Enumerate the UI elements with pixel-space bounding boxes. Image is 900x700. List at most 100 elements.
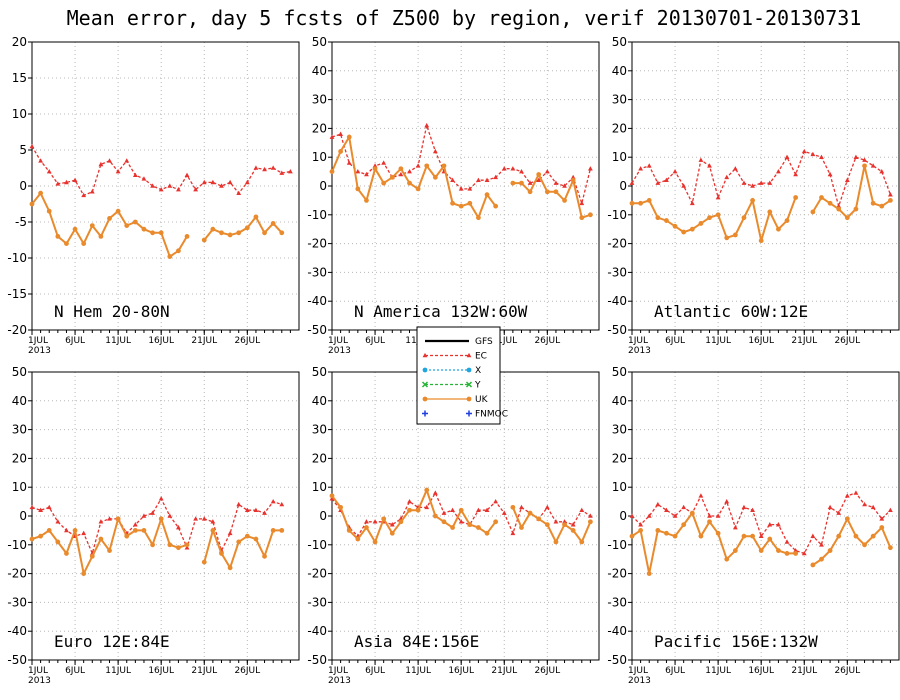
y-tick-label: -20 <box>7 567 27 581</box>
data-point <box>279 170 285 175</box>
x-tick-label: 21JUL <box>791 336 817 346</box>
data-point <box>115 516 121 522</box>
data-point <box>672 513 678 518</box>
data-point <box>638 528 644 533</box>
y-tick-label: 20 <box>12 451 27 465</box>
y-tick-label: 0 <box>19 509 27 523</box>
data-point <box>381 516 387 522</box>
data-point <box>124 223 130 229</box>
data-point <box>167 183 173 188</box>
data-point <box>244 507 250 513</box>
y-tick-label: -10 <box>7 538 27 552</box>
data-point <box>236 501 242 507</box>
data-point <box>519 180 524 186</box>
data-point <box>415 186 421 192</box>
data-point <box>262 230 267 236</box>
x-tick-label: 26JUL <box>234 666 260 676</box>
data-point <box>364 171 369 177</box>
data-point <box>98 161 104 167</box>
data-point <box>329 496 335 501</box>
data-point <box>510 504 516 510</box>
data-point <box>879 203 885 209</box>
data-point <box>89 223 95 229</box>
legend-label: X <box>475 366 481 376</box>
data-point <box>107 516 112 521</box>
data-point <box>853 533 859 539</box>
legend-item: GFS <box>425 337 493 347</box>
data-point <box>98 234 104 239</box>
legend-item: UK <box>422 395 489 405</box>
data-point <box>741 180 747 185</box>
legend-label: FNMOC <box>475 410 508 420</box>
data-point <box>724 499 730 504</box>
data-point <box>38 507 44 513</box>
data-point <box>415 163 421 168</box>
legend-marker <box>466 396 472 402</box>
data-point <box>424 122 430 128</box>
data-point <box>750 533 755 539</box>
data-point <box>279 528 285 533</box>
data-point <box>372 539 378 545</box>
data-point <box>176 524 181 530</box>
x-tick-label: 16JUL <box>748 666 774 676</box>
data-point <box>715 530 721 536</box>
y-tick-label: 20 <box>612 121 627 135</box>
data-point <box>664 177 669 183</box>
legend-marker <box>422 367 428 373</box>
data-point <box>184 234 190 239</box>
data-point <box>407 180 412 186</box>
data-point <box>89 553 95 559</box>
x-tick-label: 21JUL <box>191 666 217 676</box>
y-tick-label: 50 <box>12 365 27 379</box>
data-point <box>432 490 438 495</box>
data-point <box>510 166 516 171</box>
y-tick-label: 50 <box>312 365 327 379</box>
data-point <box>698 493 704 498</box>
data-point <box>219 551 224 556</box>
data-point <box>562 198 567 203</box>
data-point <box>338 504 344 510</box>
x-tick-label: 26JUL <box>834 336 860 346</box>
data-point <box>638 522 644 527</box>
data-point <box>672 169 678 174</box>
x-tick-label: 11JUL <box>405 666 431 676</box>
data-point <box>441 519 447 525</box>
data-point <box>510 180 516 186</box>
data-point <box>424 163 430 169</box>
data-point <box>29 201 35 207</box>
y-tick-label: -50 <box>7 653 27 667</box>
data-point <box>519 504 524 510</box>
data-point <box>776 522 781 527</box>
data-point <box>201 179 207 185</box>
data-point <box>758 548 764 553</box>
data-point <box>853 490 859 495</box>
data-point <box>176 187 181 192</box>
data-point <box>784 539 790 544</box>
data-point <box>372 166 378 172</box>
data-point <box>346 528 352 533</box>
data-point <box>784 218 790 223</box>
data-point <box>210 528 216 533</box>
data-point <box>270 221 276 226</box>
legend-label: GFS <box>475 337 493 347</box>
data-point <box>398 166 404 172</box>
data-point <box>698 221 704 226</box>
data-point <box>141 226 147 232</box>
data-point <box>819 542 824 547</box>
data-point <box>236 230 242 236</box>
data-point <box>141 513 147 518</box>
y-tick-label: -30 <box>7 595 27 609</box>
data-point <box>646 513 652 518</box>
data-point <box>784 551 790 556</box>
data-point <box>115 169 121 174</box>
data-point <box>124 158 130 163</box>
y-tick-label: 10 <box>12 107 27 121</box>
data-point <box>158 230 164 236</box>
data-point <box>655 180 661 185</box>
data-point <box>887 192 893 197</box>
data-point <box>484 192 490 198</box>
data-point <box>870 533 876 539</box>
data-point <box>870 504 876 510</box>
data-point <box>646 198 652 203</box>
